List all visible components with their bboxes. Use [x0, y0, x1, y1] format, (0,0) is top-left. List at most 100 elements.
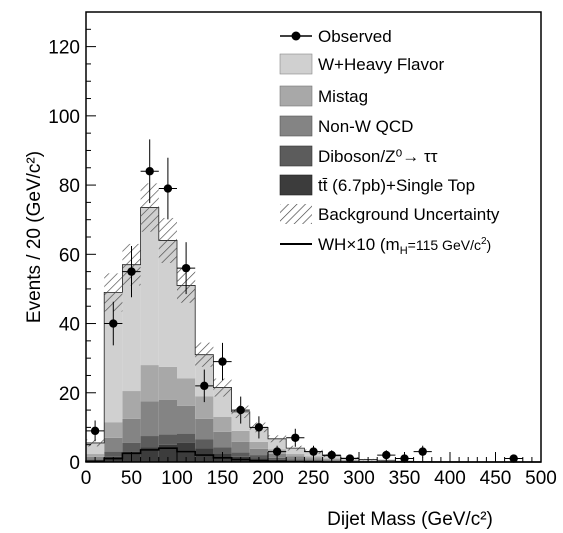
y-tick-label-0: 0 — [69, 453, 80, 474]
legend-item-w-heavy-flavor: W+Heavy Flavor — [279, 53, 444, 75]
bar-1-1 — [104, 451, 123, 457]
legend-non-w-qcd-swatch — [279, 115, 313, 137]
observed-points — [86, 139, 523, 463]
x-tick-label-4: 200 — [252, 468, 284, 489]
y-tick-label-6: 120 — [48, 38, 80, 59]
bar-2-9 — [249, 448, 268, 456]
legend-observed-marker — [291, 31, 301, 41]
observed-point-7 — [218, 357, 227, 366]
observed-point-12 — [309, 447, 318, 456]
uncertainty-band-0 — [86, 439, 105, 447]
x-tick-label-9: 450 — [480, 468, 512, 489]
observed-point-15 — [382, 450, 391, 460]
legend-uncertainty-swatch — [280, 204, 312, 224]
observed-point-10 — [272, 447, 282, 456]
y-axis-title: Events / 20 (GeV/c²) — [24, 151, 45, 323]
bar-4-2 — [122, 264, 141, 392]
bar-1-2 — [122, 442, 141, 452]
legend-w-heavy-flavor-label: W+Heavy Flavor — [318, 55, 444, 74]
legend-uncertainty-label: Background Uncertainty — [318, 205, 500, 224]
observed-point-17 — [418, 447, 427, 456]
bar-3-11 — [286, 454, 305, 457]
bar-4-0 — [86, 442, 105, 455]
y-tick-label-5: 100 — [48, 107, 80, 128]
legend: Observed W+Heavy Flavor Mistag Non-W QCD… — [279, 27, 500, 257]
bar-3-9 — [249, 441, 268, 449]
y-tick-label-3: 60 — [59, 245, 80, 266]
bar-3-8 — [231, 430, 250, 442]
bar-4-11 — [286, 448, 305, 455]
observed-point-1 — [109, 319, 118, 328]
bar-3-5 — [177, 378, 196, 406]
legend-item-background-uncertainty: Background Uncertainty — [280, 204, 500, 224]
bar-2-3 — [140, 401, 159, 437]
bar-4-10 — [268, 438, 287, 450]
bar-1-7 — [213, 447, 232, 454]
observed-point-4 — [163, 184, 173, 193]
legend-item-ttbar-single-top: tt̄ (6.7pb)+Single Top — [279, 174, 475, 196]
observed-point-0 — [90, 426, 100, 436]
legend-signal-label-sub: H — [400, 245, 408, 257]
uncertainty-band-7 — [213, 378, 232, 397]
y-axis-title-text: Events / 20 (GeV/c²) — [24, 151, 45, 323]
bar-0-4 — [158, 444, 177, 462]
uncertainty-band-10 — [268, 435, 287, 443]
legend-ttbar-label: tt̄ (6.7pb)+Single Top — [318, 176, 475, 195]
legend-signal-label-a: WH×10 (m — [318, 235, 400, 254]
legend-w-heavy-flavor-swatch — [279, 53, 313, 75]
x-tick-label-1: 50 — [121, 468, 142, 489]
bar-4-5 — [177, 285, 196, 379]
legend-signal-label-sup: 2 — [481, 236, 487, 247]
y-tick-label-1: 20 — [59, 384, 80, 405]
legend-diboson-label: Diboson/Z⁰→ ττ — [318, 147, 438, 166]
observed-point-8 — [236, 405, 245, 415]
legend-observed-label: Observed — [318, 27, 392, 46]
x-tick-label-2: 100 — [161, 468, 193, 489]
x-tick-label-8: 400 — [434, 468, 466, 489]
x-axis-title: Dijet Mass (GeV/c²) — [327, 509, 493, 530]
uncertainty-band-4 — [158, 217, 177, 263]
axis-ticks: 0 50 100 150 200 250 300 350 400 450 500 0 20 40 60 80 1… — [48, 11, 557, 489]
legend-mistag-swatch — [279, 85, 313, 107]
legend-ttbar-swatch — [279, 174, 313, 196]
bar-3-1 — [104, 422, 123, 438]
x-tick-label-10: 500 — [525, 468, 557, 489]
bar-2-8 — [231, 441, 250, 453]
legend-diboson-swatch — [279, 145, 313, 167]
y-tick-label-4: 80 — [59, 176, 80, 197]
bar-1-8 — [231, 452, 250, 457]
bar-1-5 — [177, 433, 196, 443]
uncertainty-band-1 — [104, 273, 123, 312]
x-tick-label-0: 0 — [81, 468, 92, 489]
observed-point-5 — [181, 263, 191, 273]
x-tick-label-7: 350 — [389, 468, 421, 489]
legend-item-mistag: Mistag — [279, 85, 368, 107]
observed-point-3 — [145, 167, 154, 176]
bar-2-1 — [104, 437, 123, 452]
bar-4-3 — [140, 207, 159, 366]
observed-point-11 — [291, 433, 300, 442]
uncertainty-band-6 — [195, 342, 214, 367]
observed-point-9 — [254, 423, 264, 432]
bar-1-3 — [140, 436, 159, 448]
legend-item-observed: Observed — [280, 27, 392, 46]
bar-2-7 — [213, 431, 232, 448]
observed-point-13 — [327, 450, 336, 460]
bar-1-9 — [249, 455, 268, 459]
legend-mistag-label: Mistag — [318, 87, 368, 106]
legend-signal-label-c: ) — [487, 237, 492, 253]
uncertainty-band-3 — [140, 183, 159, 232]
legend-item-diboson: Diboson/Z⁰→ ττ — [279, 145, 438, 167]
observed-point-6 — [200, 381, 209, 391]
legend-non-w-qcd-label: Non-W QCD — [318, 117, 413, 136]
bar-3-4 — [158, 366, 177, 400]
legend-item-non-w-qcd: Non-W QCD — [279, 115, 413, 137]
bar-2-2 — [122, 418, 141, 443]
bar-2-6 — [195, 418, 214, 440]
bar-1-6 — [195, 439, 214, 449]
bar-2-4 — [158, 399, 177, 435]
bar-3-2 — [122, 391, 141, 419]
bar-0-5 — [177, 442, 196, 462]
legend-item-signal: WH×10 (mH=115 GeV/c2) — [280, 235, 491, 257]
